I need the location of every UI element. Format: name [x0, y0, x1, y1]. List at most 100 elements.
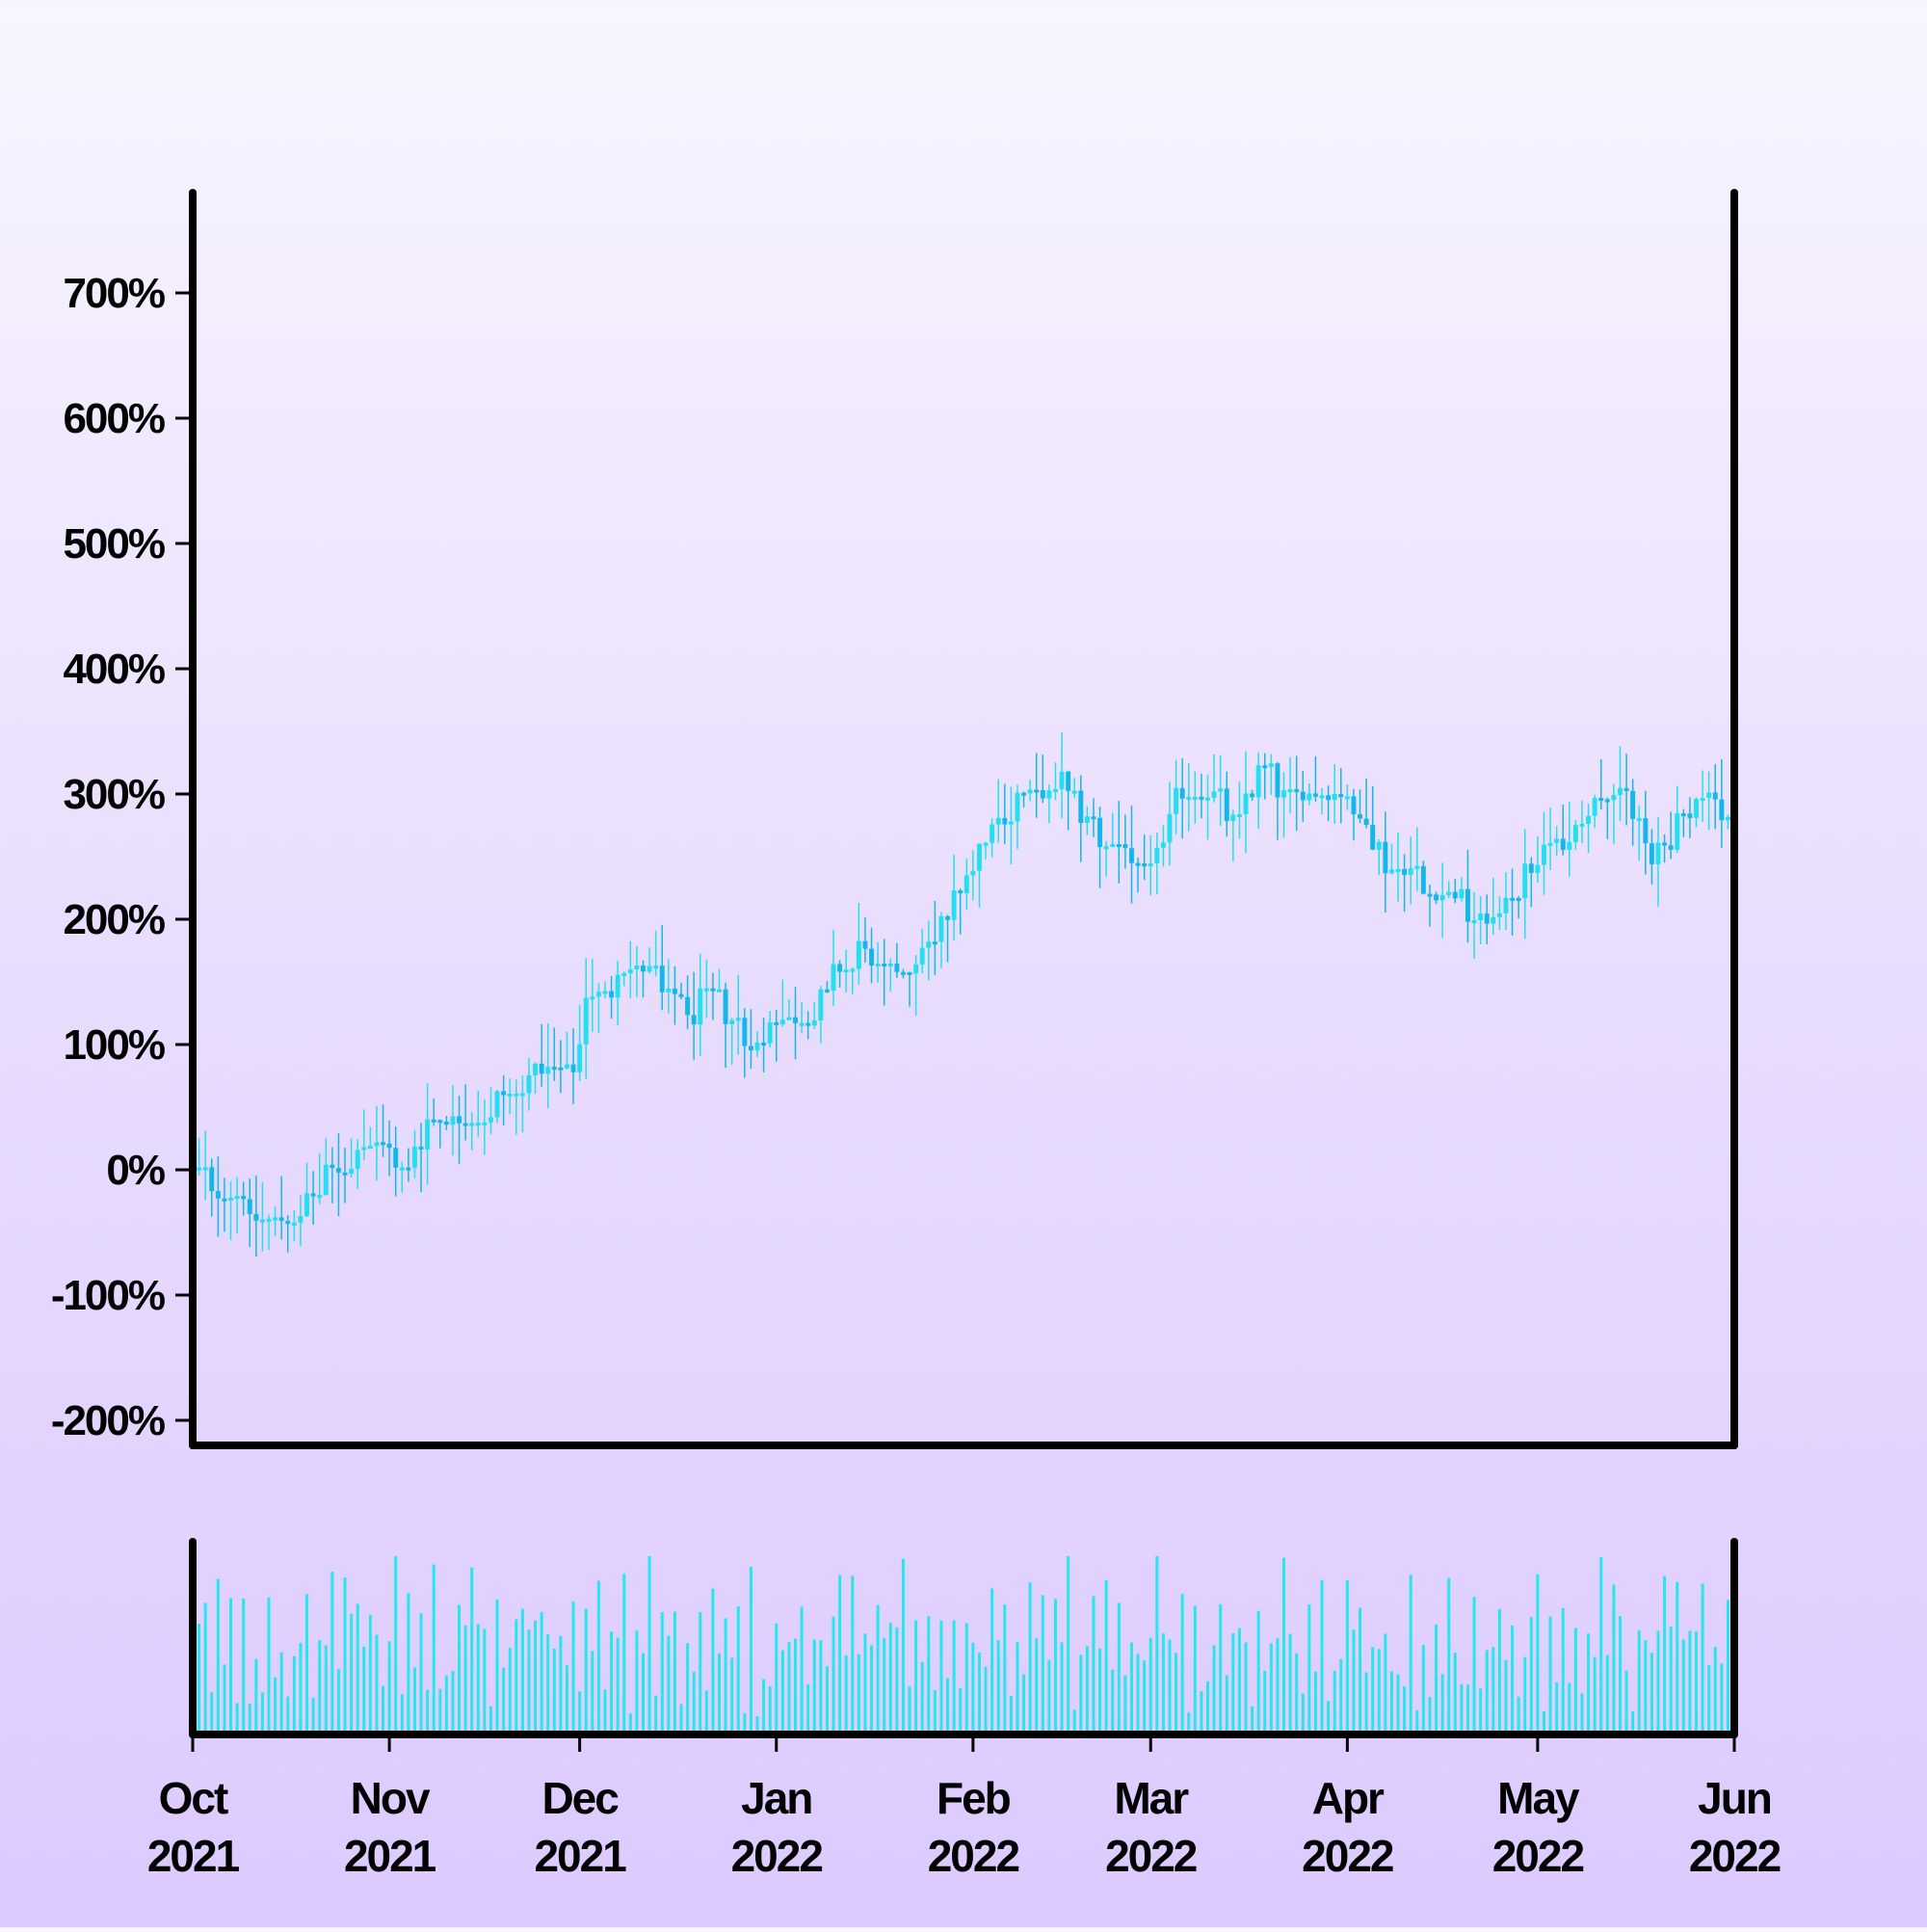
candle-body — [1496, 913, 1502, 917]
volume-bar — [1180, 1594, 1184, 1734]
volume-bar — [718, 1653, 722, 1734]
candle-body — [1643, 818, 1649, 844]
volume-bar — [1148, 1637, 1152, 1734]
x-tick-label-year: 2022 — [928, 1831, 1019, 1881]
y-tick-label: 100% — [63, 1021, 164, 1069]
volume-bar — [571, 1601, 575, 1734]
candle-body — [913, 964, 919, 974]
candle-body — [1522, 863, 1528, 899]
volume-bar — [520, 1608, 524, 1734]
candle-body — [1560, 838, 1566, 851]
volume-bar — [806, 1683, 810, 1734]
candle-body — [1319, 795, 1325, 799]
candle-body — [443, 1122, 449, 1125]
volume-bar — [641, 1653, 645, 1734]
candle-body — [590, 996, 595, 1000]
candle-body — [1446, 891, 1452, 895]
volume-bar — [1047, 1659, 1051, 1734]
x-tick-label-year: 2022 — [1492, 1831, 1584, 1881]
candle-body — [1351, 796, 1357, 815]
candle-body — [335, 1168, 341, 1173]
candle-body — [850, 968, 856, 972]
volume-bar — [1517, 1696, 1520, 1734]
volume-bar — [1276, 1638, 1280, 1734]
volume-bar — [1205, 1681, 1209, 1734]
candle-body — [1516, 897, 1521, 901]
volume-bar — [1428, 1697, 1432, 1734]
candle-body — [1053, 788, 1058, 792]
candle-body — [1154, 847, 1160, 863]
candle-body — [1046, 790, 1052, 799]
candle-body — [577, 1044, 583, 1072]
volume-bar — [1511, 1625, 1515, 1734]
volume-panel — [191, 1556, 1736, 1734]
volume-bar — [1377, 1649, 1381, 1734]
candle-body — [361, 1147, 367, 1151]
y-tick-label: 300% — [63, 771, 164, 818]
candle-body — [278, 1217, 284, 1222]
volume-bar — [1098, 1648, 1102, 1734]
candle-body — [1326, 795, 1332, 801]
volume-bar — [1200, 1691, 1203, 1734]
candle-body — [386, 1143, 392, 1149]
candle-body — [1358, 814, 1362, 819]
candle-body — [1255, 765, 1261, 798]
candle-body — [595, 992, 601, 997]
candle-body — [990, 824, 995, 843]
volume-bar — [794, 1638, 798, 1734]
candle-body — [1167, 813, 1173, 843]
candle-body — [882, 963, 887, 966]
candle-body — [1160, 842, 1166, 848]
candle-body — [805, 1022, 811, 1026]
candle-body — [634, 965, 640, 970]
candle-body — [995, 817, 1001, 825]
volume-bar — [883, 1637, 886, 1734]
candle-body — [964, 875, 969, 893]
candle-body — [691, 1015, 697, 1025]
volume-bar — [1637, 1630, 1641, 1734]
candle-body — [1262, 765, 1268, 769]
candle-body — [735, 1018, 741, 1021]
candle-body — [367, 1146, 373, 1150]
volume-bar — [775, 1623, 779, 1734]
candle-body — [1579, 823, 1585, 827]
volume-bar — [223, 1664, 226, 1734]
candle-body — [1338, 793, 1344, 798]
volume-bar — [819, 1640, 823, 1734]
volume-bar — [1542, 1710, 1545, 1734]
y-tick-label: 200% — [63, 896, 164, 943]
volume-bar — [1593, 1656, 1597, 1734]
candle-body — [1491, 916, 1496, 924]
volume-bar — [749, 1566, 752, 1734]
x-tick-label-month: Nov — [351, 1773, 431, 1823]
volume-bar — [1587, 1633, 1591, 1734]
candle-body — [323, 1164, 329, 1196]
volume-bar — [1333, 1670, 1336, 1734]
volume-bar — [914, 1620, 918, 1734]
candle-body — [1281, 790, 1286, 798]
volume-bar — [959, 1688, 963, 1734]
volume-bar — [515, 1619, 518, 1734]
candle-body — [659, 966, 665, 992]
candle-body — [1230, 814, 1236, 822]
candle-body — [748, 1045, 753, 1051]
volume-bar — [1269, 1643, 1273, 1734]
x-tick-label-year: 2021 — [534, 1831, 626, 1881]
volume-bar — [375, 1634, 379, 1734]
volume-bar — [1256, 1610, 1260, 1734]
candle-body — [488, 1117, 493, 1123]
volume-bar — [768, 1685, 772, 1734]
candle-body — [475, 1123, 481, 1126]
volume-bar — [635, 1630, 639, 1734]
volume-bar — [908, 1686, 911, 1734]
volume-bar — [1409, 1575, 1412, 1734]
volume-bar — [596, 1580, 600, 1734]
candle-body — [1636, 818, 1642, 822]
volume-bar — [1555, 1681, 1559, 1734]
candle-body — [1097, 817, 1103, 847]
candle-body — [1604, 799, 1610, 803]
candle-body — [1586, 815, 1592, 824]
candle-body — [615, 974, 620, 998]
candle-body — [774, 1021, 779, 1025]
